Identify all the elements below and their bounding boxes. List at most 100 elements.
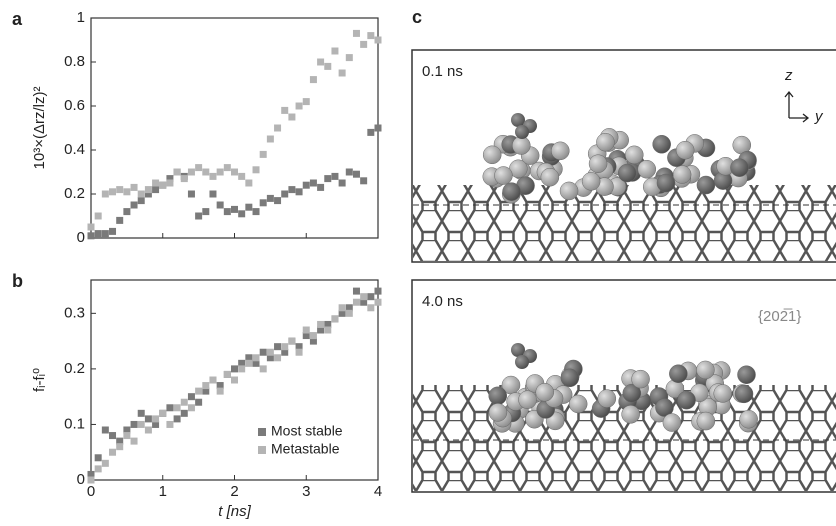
atom xyxy=(734,384,754,404)
point xyxy=(352,287,360,295)
y-tick-label: 0.2 xyxy=(64,185,85,202)
point xyxy=(231,168,238,176)
point xyxy=(345,304,353,312)
point xyxy=(367,304,375,312)
atom xyxy=(515,355,529,369)
point xyxy=(309,332,317,340)
point xyxy=(266,194,274,202)
point xyxy=(367,32,375,40)
point xyxy=(144,415,152,423)
point xyxy=(137,409,145,417)
panel-label: c xyxy=(412,7,422,27)
point xyxy=(331,172,339,180)
point xyxy=(295,343,303,351)
point xyxy=(324,62,332,70)
frame-time: 0.1 ns xyxy=(422,63,463,80)
point xyxy=(288,337,296,345)
point xyxy=(324,326,332,334)
legend-swatch xyxy=(258,428,266,436)
point xyxy=(374,36,382,44)
point xyxy=(109,432,117,440)
point xyxy=(317,320,325,328)
point xyxy=(331,315,339,323)
frame-bottom: 4.0 ns {202̅1} xyxy=(411,279,836,493)
point xyxy=(195,398,203,406)
point xyxy=(116,443,124,451)
point xyxy=(238,210,246,218)
point xyxy=(352,29,360,37)
atom xyxy=(512,136,531,155)
point xyxy=(252,208,260,216)
y-axis-label: fᵢ-fᵢ⁰ xyxy=(31,368,48,392)
x-tick-label: 0 xyxy=(87,483,95,500)
point xyxy=(116,186,124,194)
atom xyxy=(588,154,608,173)
point xyxy=(231,205,238,213)
facet-label: {202̅1} xyxy=(758,308,801,325)
atom xyxy=(617,163,637,183)
point xyxy=(187,190,195,198)
x-tick-label: 3 xyxy=(302,483,310,500)
point xyxy=(338,309,346,317)
point xyxy=(274,124,282,132)
point xyxy=(180,409,188,417)
y-tick-label: 0.2 xyxy=(64,360,85,377)
point xyxy=(281,348,289,356)
point xyxy=(231,376,238,384)
point xyxy=(152,415,160,423)
point xyxy=(216,201,224,209)
point xyxy=(324,175,332,183)
y-tick-label: 0 xyxy=(77,229,85,246)
point xyxy=(123,432,131,440)
atom xyxy=(696,360,715,380)
point xyxy=(374,298,382,306)
point xyxy=(187,393,195,401)
point xyxy=(137,190,145,198)
point xyxy=(231,365,238,373)
atom xyxy=(621,405,640,424)
point xyxy=(109,188,117,196)
atom xyxy=(737,365,756,384)
point xyxy=(123,208,131,216)
atom xyxy=(540,167,560,187)
point xyxy=(374,124,382,132)
point xyxy=(252,166,260,174)
point xyxy=(94,212,102,220)
point xyxy=(130,420,138,428)
point xyxy=(238,365,246,373)
point xyxy=(274,197,282,205)
atom xyxy=(713,384,733,403)
point xyxy=(266,348,274,356)
point xyxy=(87,476,95,484)
point xyxy=(360,40,368,48)
atom xyxy=(625,145,644,165)
point xyxy=(216,387,224,395)
legend-swatch xyxy=(258,446,266,454)
atom xyxy=(675,140,695,160)
point xyxy=(259,150,267,158)
point xyxy=(317,183,325,191)
x-axis-label: t [ns] xyxy=(218,503,251,520)
atom xyxy=(739,409,758,429)
atom xyxy=(515,125,529,139)
point xyxy=(166,179,174,187)
point xyxy=(309,337,317,345)
y-tick-label: 0.1 xyxy=(64,415,85,432)
point xyxy=(101,230,109,238)
point xyxy=(245,179,253,187)
point xyxy=(352,170,360,178)
point xyxy=(116,216,124,224)
atom xyxy=(669,364,688,383)
point xyxy=(295,188,303,196)
point xyxy=(338,179,346,187)
point xyxy=(144,426,152,434)
point xyxy=(252,359,260,367)
point xyxy=(266,135,274,143)
point xyxy=(367,128,375,136)
atom xyxy=(696,175,716,195)
point xyxy=(209,172,217,180)
point xyxy=(309,76,317,84)
point xyxy=(345,309,353,317)
point xyxy=(94,454,102,462)
